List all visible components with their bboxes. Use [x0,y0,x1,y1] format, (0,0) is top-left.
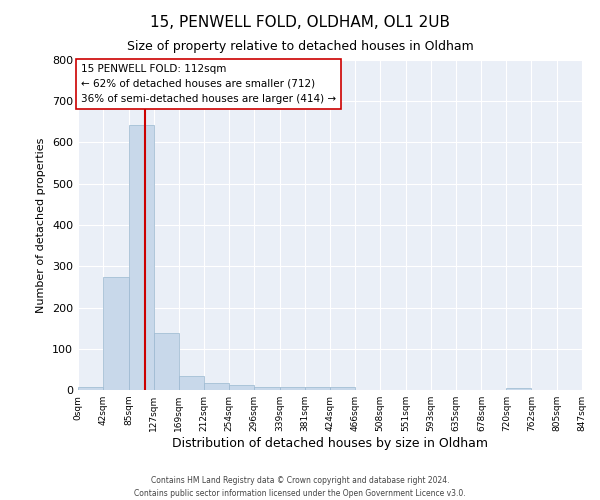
Bar [154,333,179,390]
Text: 15, PENWELL FOLD, OLDHAM, OL1 2UB: 15, PENWELL FOLD, OLDHAM, OL1 2UB [150,15,450,30]
Bar [254,386,280,390]
Bar [204,382,229,390]
Bar [280,387,305,390]
X-axis label: Distribution of detached houses by size in Oldham: Distribution of detached houses by size … [172,437,488,450]
Bar [305,386,330,390]
Bar [103,276,128,390]
Bar [506,388,532,390]
Bar [78,386,103,390]
Bar [330,387,355,390]
Text: Size of property relative to detached houses in Oldham: Size of property relative to detached ho… [127,40,473,53]
Bar [128,125,154,390]
Bar [229,385,254,390]
Text: 15 PENWELL FOLD: 112sqm
← 62% of detached houses are smaller (712)
36% of semi-d: 15 PENWELL FOLD: 112sqm ← 62% of detache… [81,64,336,104]
Bar [179,376,204,390]
Y-axis label: Number of detached properties: Number of detached properties [37,138,46,312]
Text: Contains HM Land Registry data © Crown copyright and database right 2024.
Contai: Contains HM Land Registry data © Crown c… [134,476,466,498]
